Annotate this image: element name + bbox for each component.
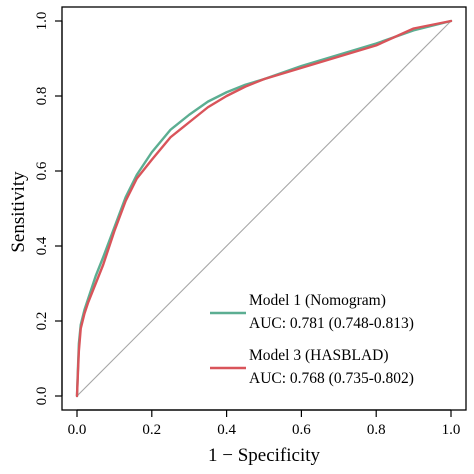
x-tick-label: 0.0 <box>68 422 87 438</box>
x-axis: 0.0 0.2 0.4 0.6 0.8 1.0 <box>68 409 461 438</box>
x-axis-title: 1 − Specificity <box>208 445 321 466</box>
y-tick-label: 0.4 <box>34 236 50 255</box>
x-tick-label: 1.0 <box>442 422 461 438</box>
y-axis: 0.0 0.2 0.4 0.6 0.8 1.0 <box>34 12 63 406</box>
legend-label-model-3: Model 3 (HASBLAD) <box>249 347 389 364</box>
legend-auc-model-1: AUC: 0.781 (0.748-0.813) <box>249 315 414 332</box>
y-tick-label: 0.0 <box>34 387 50 406</box>
x-tick-label: 0.8 <box>367 422 386 438</box>
reference-diagonal-line <box>76 20 452 397</box>
y-tick-label: 0.2 <box>34 312 50 331</box>
legend: Model 1 (Nomogram) AUC: 0.781 (0.748-0.8… <box>210 292 414 387</box>
legend-label-model-1: Model 1 (Nomogram) <box>249 292 386 309</box>
x-tick-label: 0.4 <box>217 422 236 438</box>
x-tick-label: 0.6 <box>292 422 311 438</box>
y-tick-label: 0.8 <box>34 87 50 106</box>
y-tick-label: 0.6 <box>34 161 50 180</box>
y-axis-title: Sensitivity <box>8 171 29 253</box>
roc-curve-series-2 <box>75 19 453 398</box>
y-tick-label: 1.0 <box>34 12 50 31</box>
legend-auc-model-3: AUC: 0.768 (0.735-0.802) <box>249 370 414 387</box>
x-tick-label: 0.2 <box>142 422 161 438</box>
